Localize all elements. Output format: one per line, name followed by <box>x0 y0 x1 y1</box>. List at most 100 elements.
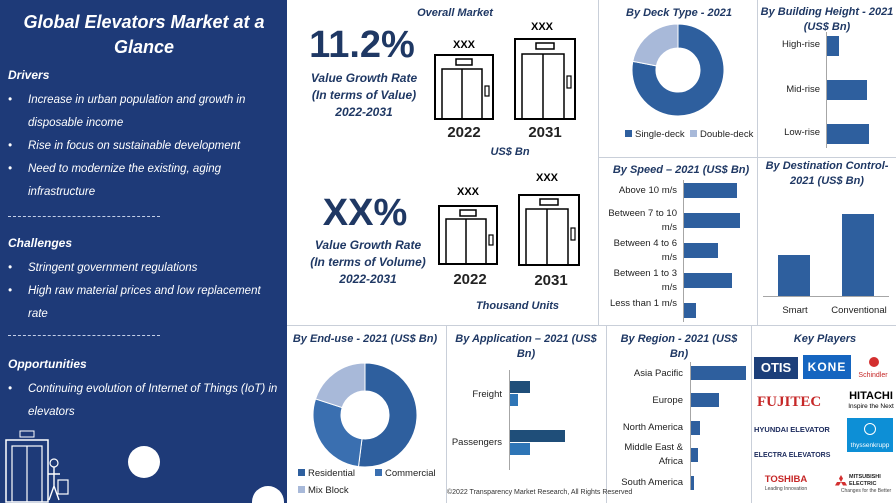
axis-line <box>509 370 510 470</box>
hitachi-tagline: Inspire the Next <box>848 403 894 410</box>
pie-center-label: US$ XXX Bn <box>353 400 383 433</box>
legend-label: Mix Block <box>308 485 349 496</box>
bar-freight <box>510 394 518 406</box>
region-title: By Region - 2021 (US$ Bn) <box>620 333 738 360</box>
bar-mid-rise <box>827 80 867 100</box>
bar-above-10-m-s <box>684 183 737 198</box>
grid-divider <box>598 157 896 158</box>
bar-europe <box>691 393 719 407</box>
rate-period: 2022-2031 <box>339 272 397 286</box>
page-title: Global Elevators Market at a Glance <box>4 10 284 60</box>
legend-item-residential: Residential <box>298 468 355 479</box>
divider <box>8 216 160 217</box>
legend-item-double-deck: Double-deck <box>690 129 753 140</box>
elevator-person-icon <box>5 430 69 503</box>
toshiba-logo: TOSHIBA <box>764 474 808 485</box>
legend-swatch <box>298 486 305 493</box>
challenges-list: Stringent government regulations High ra… <box>8 257 280 326</box>
grid-divider <box>751 325 752 503</box>
category-label: Middle East & Africa <box>624 442 683 467</box>
legend-label: Residential <box>308 468 355 479</box>
summary-panel: Global Elevators Market at a Glance Driv… <box>0 0 287 503</box>
category-label: Above 10 m/s <box>618 185 677 196</box>
bar-south-america <box>691 476 694 490</box>
category-label: Smart <box>782 305 808 316</box>
rate-label-line: Value Growth Rate <box>310 71 418 85</box>
driver-item: Rise in focus on sustainable development <box>8 135 280 158</box>
value-growth-label: Value Growth Rate (In terms of Value) 20… <box>300 70 428 121</box>
rate-label-line: Value Growth Rate <box>314 238 422 252</box>
opportunity-item: Continuing evolution of Internet of Thin… <box>8 378 280 424</box>
elevator-icon <box>518 194 580 266</box>
category-label: Asia Pacific <box>633 368 683 379</box>
toshiba-tagline: Leading Innovation <box>764 486 808 492</box>
speed-title: By Speed – 2021 (US$ Bn) <box>612 164 750 176</box>
deck-type-pie <box>631 23 725 117</box>
destination-control-title: By Destination Control- 2021 (US$ Bn) <box>765 160 889 187</box>
legend-label: Commercial <box>385 468 436 479</box>
category-label: High-rise <box>781 39 820 50</box>
bar-between-1-to-3-m-s <box>684 273 732 288</box>
pie-center-line: XXX <box>359 412 376 421</box>
schindler-logo: Schindler <box>858 372 888 379</box>
challenge-item: High raw material prices and low replace… <box>8 280 280 326</box>
volume-unit: Thousand Units <box>475 300 560 312</box>
bar-middle-east-africa <box>691 448 698 462</box>
category-label: Europe <box>652 395 683 406</box>
axis-line <box>683 180 684 322</box>
title-line-1: Global Elevators Market at a <box>23 12 265 32</box>
key-players-title: Key Players <box>793 333 857 345</box>
mitsubishi-tagline: Changes for the Better <box>840 488 892 494</box>
end-use-title-text: By End-use - 2021 (US$ Bn) <box>292 333 438 345</box>
opportunities-heading: Opportunities <box>8 357 87 371</box>
category-label: Between 7 to 10 m/s <box>608 208 677 233</box>
category-label: North America <box>622 422 683 433</box>
legend-item-mix-block: Mix Block <box>298 485 349 496</box>
grid-divider <box>606 325 607 503</box>
legend-swatch <box>298 469 305 476</box>
volume-2031: XXX <box>535 172 558 184</box>
grid-divider <box>446 325 447 503</box>
axis-line <box>690 362 691 490</box>
pie-center-line: Bn <box>673 75 683 84</box>
bar-less-than-1-m-s <box>684 303 696 318</box>
grid-divider <box>757 0 758 325</box>
opportunities-list: Continuing evolution of Internet of Thin… <box>8 378 280 424</box>
rate-label-line: (In terms of Volume) <box>310 255 426 269</box>
category-label: Low-rise <box>784 127 820 138</box>
value-growth-percent: 11.2% <box>309 24 415 66</box>
challenge-item: Stringent government regulations <box>8 257 280 280</box>
volume-growth-label: Value Growth Rate (In terms of Volume) 2… <box>300 237 436 288</box>
drivers-list: Increase in urban population and growth … <box>8 89 280 204</box>
year-label: 2031 <box>534 272 568 289</box>
divider <box>8 335 160 336</box>
rate-label-line: (In terms of Value) <box>311 88 417 102</box>
year-label: 2022 <box>453 271 487 288</box>
decorative-circle <box>252 486 284 503</box>
otis-logo: OTIS <box>754 357 798 379</box>
bar-conventional <box>842 214 874 296</box>
grid-divider <box>287 325 896 326</box>
thyssenkrupp-emblem-icon <box>864 423 876 435</box>
pie-slice-single-deck <box>631 23 725 117</box>
value-2022: XXX <box>452 39 475 51</box>
end-use-pie <box>312 362 418 468</box>
overall-market-title: Overall Market <box>417 7 493 19</box>
category-label: Conventional <box>831 305 887 316</box>
category-label: Between 4 to 6 m/s <box>613 238 677 263</box>
category-label: Mid-rise <box>786 84 820 95</box>
year-label: 2031 <box>528 124 562 141</box>
value-2031: XXX <box>530 21 553 33</box>
category-label: Between 1 to 3 m/s <box>613 268 677 293</box>
pie-center-label: US$ XXX Bn <box>663 52 693 85</box>
legend-swatch <box>625 130 632 137</box>
deck-type-title: By Deck Type - 2021 <box>626 7 732 19</box>
grid-divider <box>598 0 599 325</box>
legend-label: Double-deck <box>700 129 754 140</box>
bar-smart <box>778 255 810 296</box>
pie-center-line: Bn <box>363 423 373 432</box>
bar-passengers <box>510 443 530 455</box>
challenges-heading: Challenges <box>8 236 73 250</box>
end-use-title: By End-use - 2021 (US$ Bn) <box>290 332 440 347</box>
bar-between-4-to-6-m-s <box>684 243 718 258</box>
